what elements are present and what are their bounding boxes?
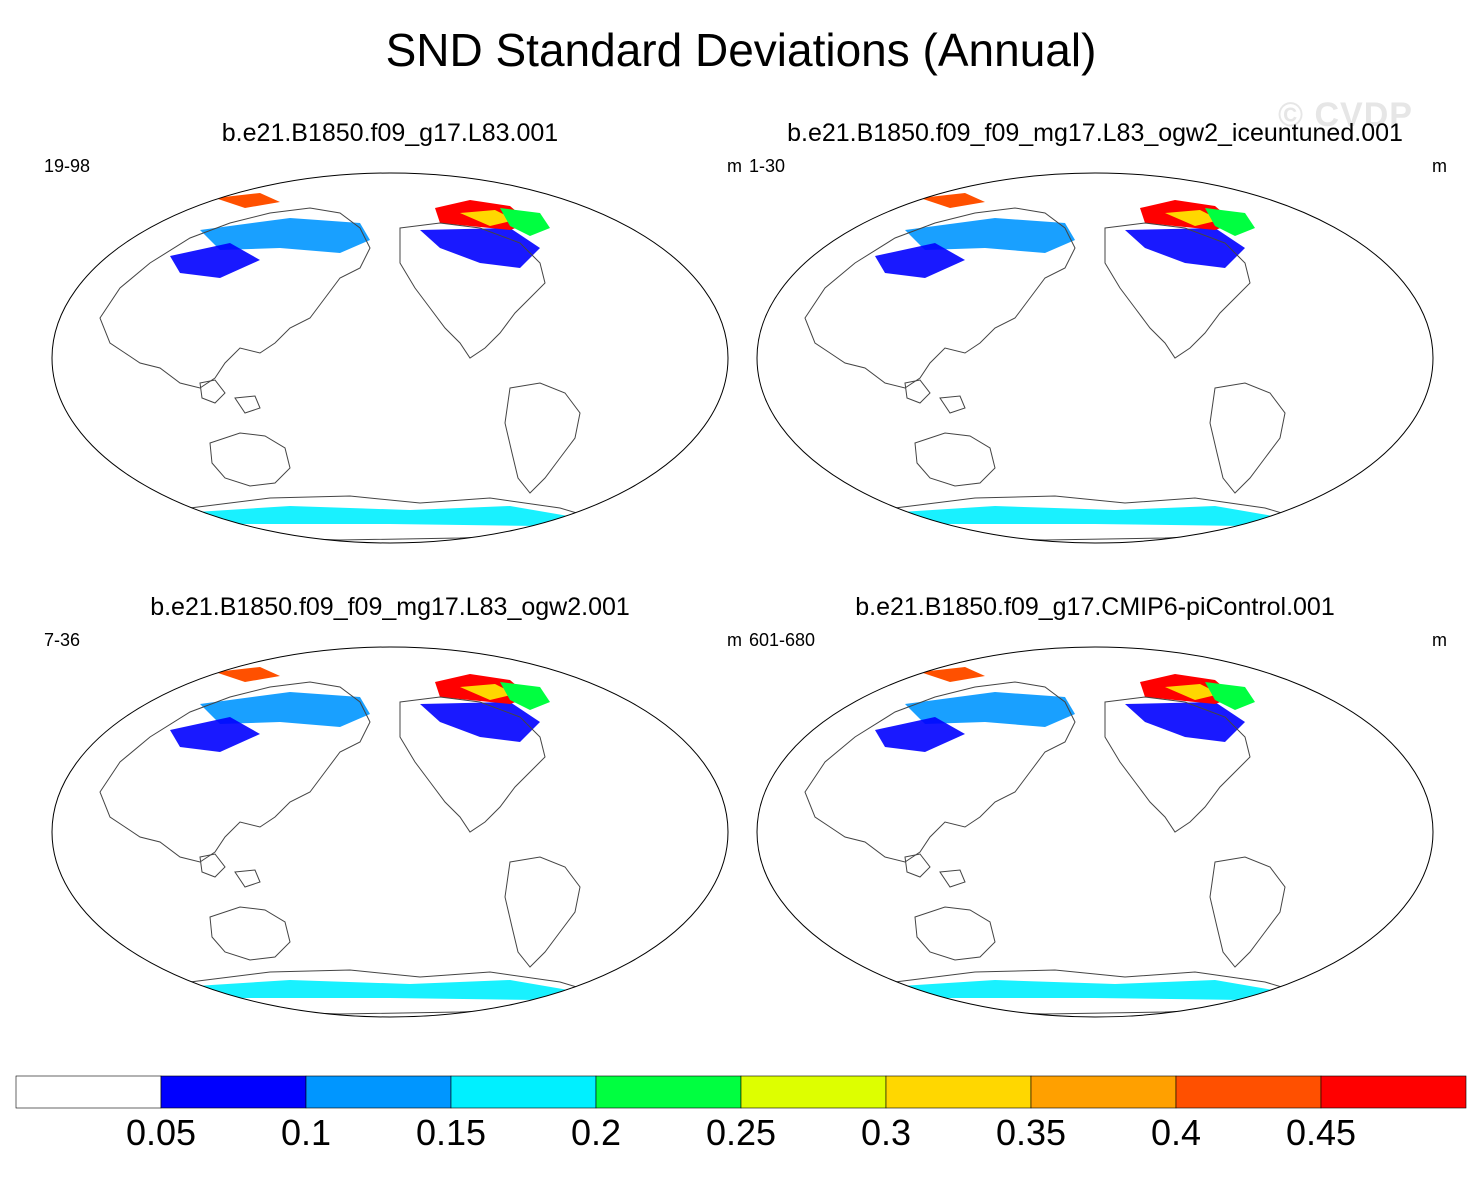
coastline: [399, 696, 546, 833]
map-border: [756, 172, 1434, 544]
panel-title: b.e21.B1850.f09_g17.L83.001: [221, 119, 559, 147]
panel-title: b.e21.B1850.f09_f09_mg17.L83_ogw2.001: [150, 593, 630, 621]
snow-patch-high: [920, 667, 985, 682]
colorbar-swatch: [740, 1075, 887, 1109]
colorbar-swatch: [160, 1075, 307, 1109]
colorbar-swatch: [1030, 1075, 1177, 1109]
snow-patch: [885, 980, 1285, 1000]
snow-patch: [905, 218, 1075, 253]
panel-years: 1-30: [749, 156, 786, 176]
panel-years: 19-98: [44, 156, 91, 176]
map-panel-1: b.e21.B1850.f09_g17.L83.001 19-98 m: [40, 118, 742, 548]
coastline: [1104, 696, 1251, 833]
panel-title: b.e21.B1850.f09_f09_mg17.L83_ogw2_iceunt…: [787, 119, 1403, 147]
colorbar: [15, 1075, 1467, 1109]
snow-patch: [200, 692, 370, 727]
colorbar-tick-label: 0.15: [415, 1112, 487, 1153]
page-title: SND Standard Deviations (Annual): [385, 24, 1097, 76]
snow-patch-high: [215, 667, 280, 682]
snow-patch-high: [1165, 210, 1220, 226]
panel-years: 7-36: [44, 630, 81, 650]
panel-title: b.e21.B1850.f09_g17.CMIP6-piControl.001: [855, 593, 1335, 621]
colorbar-tick-label: 0.2: [570, 1112, 622, 1153]
coastline: [904, 379, 931, 404]
snow-patch-high: [460, 210, 515, 226]
snow-patch: [1125, 702, 1245, 742]
coastline: [199, 853, 226, 878]
snow-patch-high: [1205, 208, 1255, 236]
snow-patch-high: [500, 682, 550, 710]
coastline: [1104, 222, 1251, 359]
snow-patch-high: [1165, 684, 1220, 700]
coastline: [914, 432, 996, 487]
snow-patch: [170, 243, 260, 278]
coastline: [504, 856, 581, 968]
map-border: [51, 646, 729, 1018]
coastline: [939, 395, 966, 414]
snow-patch-high: [500, 208, 550, 236]
snow-patch-high: [215, 193, 280, 208]
map-border: [51, 172, 729, 544]
snow-patch: [200, 218, 370, 253]
coastline: [99, 207, 371, 389]
panel-units: m: [1432, 156, 1447, 176]
coastline: [234, 395, 261, 414]
coastline: [99, 681, 371, 863]
snow-patch: [1125, 228, 1245, 268]
coastline: [1209, 382, 1286, 494]
map-panel-3: b.e21.B1850.f09_f09_mg17.L83_ogw2.001 7-…: [40, 592, 742, 1022]
colorbar-swatch: [15, 1075, 162, 1109]
snow-patch-high: [1205, 682, 1255, 710]
watermark: © CVDP: [1278, 96, 1413, 134]
colorbar-swatch: [1320, 1075, 1467, 1109]
coastline: [209, 906, 291, 961]
snow-patch: [885, 506, 1285, 526]
world-map: [51, 646, 729, 1018]
colorbar-tick-label: 0.4: [1150, 1112, 1202, 1153]
coastline: [234, 869, 261, 888]
snow-patch: [180, 506, 580, 526]
colorbar-tick-label: 0.1: [280, 1112, 332, 1153]
panel-units: m: [727, 156, 742, 176]
colorbar-tick-label: 0.05: [125, 1112, 197, 1153]
colorbar-swatch: [450, 1075, 597, 1109]
colorbar-swatch: [1175, 1075, 1322, 1109]
coastline: [939, 869, 966, 888]
snow-patch: [420, 228, 540, 268]
world-map: [756, 172, 1434, 544]
panel-units: m: [727, 630, 742, 650]
snow-patch-high: [460, 684, 515, 700]
coastline: [804, 207, 1076, 389]
coastline: [804, 681, 1076, 863]
map-panel-2: b.e21.B1850.f09_f09_mg17.L83_ogw2_iceunt…: [745, 118, 1447, 548]
colorbar-swatch: [305, 1075, 452, 1109]
snow-patch: [875, 717, 965, 752]
colorbar-tick-label: 0.45: [1285, 1112, 1357, 1153]
coastline: [904, 853, 931, 878]
panel-years: 601-680: [749, 630, 816, 650]
coastline: [209, 432, 291, 487]
snow-patch: [180, 980, 580, 1000]
snow-patch: [420, 702, 540, 742]
colorbar-swatch: [595, 1075, 742, 1109]
snow-patch: [170, 717, 260, 752]
map-border: [756, 646, 1434, 1018]
map-panel-4: b.e21.B1850.f09_g17.CMIP6-piControl.001 …: [745, 592, 1447, 1022]
colorbar-tick-label: 0.35: [995, 1112, 1067, 1153]
coastline: [199, 379, 226, 404]
snow-patch-high: [920, 193, 985, 208]
colorbar-tick-label: 0.3: [860, 1112, 912, 1153]
colorbar-swatch: [885, 1075, 1032, 1109]
colorbar-tick-label: 0.25: [705, 1112, 777, 1153]
coastline: [1209, 856, 1286, 968]
coastline: [399, 222, 546, 359]
coastline: [914, 906, 996, 961]
panel-units: m: [1432, 630, 1447, 650]
snow-patch: [875, 243, 965, 278]
coastline: [504, 382, 581, 494]
world-map: [51, 172, 729, 544]
snow-patch: [905, 692, 1075, 727]
world-map: [756, 646, 1434, 1018]
